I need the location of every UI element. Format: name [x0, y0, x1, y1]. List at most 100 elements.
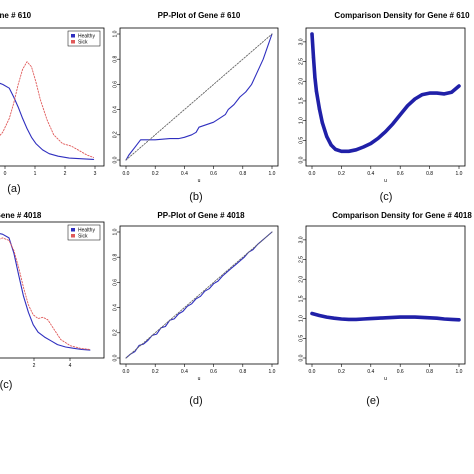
y-tick-label: 1.0	[113, 228, 119, 235]
x-tick-label: 0.2	[338, 171, 345, 177]
x-axis-label: u	[198, 376, 201, 382]
y-tick-label: 2.5	[299, 58, 305, 65]
data-point	[325, 134, 329, 138]
data-point	[314, 89, 319, 93]
plot-frame	[119, 27, 279, 167]
series-line-1	[0, 82, 95, 160]
series-line-2	[125, 33, 273, 161]
y-tick-label: 0.4	[113, 106, 119, 113]
y-tick-label: 1.5	[299, 295, 305, 302]
legend-label: Healthy	[78, 228, 95, 234]
y-tick-label: 0.0	[113, 156, 119, 163]
x-tick-label: 1.0	[456, 369, 463, 375]
x-tick-label: 3	[94, 171, 97, 177]
x-axis-label: u	[198, 178, 201, 184]
plot-frame	[305, 225, 466, 365]
panel-label: (c)	[380, 191, 393, 203]
legend-label: Sick	[78, 40, 88, 46]
panel-label: (c)	[0, 379, 12, 391]
panel-2: PP-Plot of Gene # 610 0.0 0.2 0.4 0.6 0.8 1.0 u…	[113, 11, 279, 203]
series-line-1	[125, 231, 273, 359]
x-tick-label: 0.6	[397, 369, 404, 375]
plot-area	[310, 311, 461, 322]
y-tick-label: 0.2	[113, 329, 119, 336]
legend-swatch	[71, 40, 75, 44]
x-axis-label: u	[384, 376, 387, 382]
x-tick-label: 1.0	[269, 369, 276, 375]
data-point	[311, 56, 316, 60]
plot-frame	[119, 225, 279, 365]
x-tick-label: 0.2	[152, 171, 159, 177]
plot-area	[125, 33, 273, 161]
y-tick-label: 0.0	[113, 354, 119, 361]
plot-frame	[305, 27, 466, 167]
plot-frame	[0, 221, 105, 359]
y-tick-label: 0.2	[113, 131, 119, 138]
x-tick-label: 0.0	[309, 369, 316, 375]
y-tick-label: 1.5	[299, 97, 305, 104]
panel-5: PP-Plot of Gene # 4018 0.0 0.2 0.4 0.6 0.8 1.0…	[113, 211, 279, 407]
x-tick-label: 2	[33, 363, 36, 369]
x-tick-label: 0.4	[367, 171, 374, 177]
x-tick-label: 0.6	[397, 171, 404, 177]
series-line-1	[310, 311, 461, 322]
y-tick-label: 3.0	[299, 38, 305, 45]
x-tick-label: 1.0	[456, 171, 463, 177]
panel-label: (e)	[366, 395, 379, 407]
x-axis-label: u	[384, 178, 387, 184]
chart-title: Comparison Density for Gene # 610	[334, 11, 470, 20]
x-tick-label: 0.0	[123, 171, 130, 177]
plot-area	[0, 61, 95, 160]
panel-label: (d)	[189, 395, 202, 407]
panel-label: (a)	[7, 183, 20, 195]
chart-title: Gene # 610	[0, 11, 32, 20]
plot-area	[310, 32, 461, 154]
y-tick-label: 0.0	[299, 156, 305, 163]
x-tick-label: 1	[34, 171, 37, 177]
y-tick-label: 0.8	[113, 254, 119, 261]
data-point	[317, 107, 321, 111]
y-tick-label: 2.0	[299, 276, 305, 283]
chart-title: PP-Plot of Gene # 4018	[157, 211, 245, 220]
series-line-1	[310, 32, 461, 154]
chart-title: Comparison Density for Gene # 4018	[332, 211, 472, 220]
plot-area	[125, 231, 273, 359]
legend-box	[67, 224, 101, 241]
legend-swatch	[71, 34, 75, 38]
y-tick-label: 0.6	[113, 81, 119, 88]
x-tick-label: 4	[69, 363, 72, 369]
chart-title: Gene # 4018	[0, 211, 42, 220]
panel-label: (b)	[189, 191, 202, 203]
x-tick-label: 0.8	[426, 369, 433, 375]
legend-label: Sick	[78, 234, 88, 240]
y-tick-label: 1.0	[113, 30, 119, 37]
data-point	[333, 147, 338, 151]
legend-box	[67, 30, 101, 47]
y-tick-label: 0.6	[113, 279, 119, 286]
y-tick-label: 0.5	[299, 335, 305, 342]
x-tick-label: 0.0	[123, 369, 130, 375]
y-tick-label: 2.0	[299, 78, 305, 85]
y-tick-label: 3.0	[299, 236, 305, 243]
panel-3: Comparison Density for Gene # 610 0.0 0.2 0…	[299, 11, 471, 203]
x-tick-label: 0.2	[152, 369, 159, 375]
y-tick-label: 0.4	[113, 304, 119, 311]
legend-label: Healthy	[78, 34, 95, 40]
x-tick-label: 0	[4, 171, 7, 177]
y-tick-label: 1.0	[299, 117, 305, 124]
data-point	[329, 143, 333, 147]
legend-swatch	[71, 234, 75, 238]
chart-title: PP-Plot of Gene # 610	[158, 11, 241, 20]
x-tick-label: 0.0	[309, 171, 316, 177]
data-point	[313, 75, 317, 79]
x-tick-label: 0.4	[181, 171, 188, 177]
panel-6: Comparison Density for Gene # 4018 0.0 0.2…	[299, 211, 473, 407]
plot-area	[0, 233, 91, 351]
x-tick-label: 0.6	[210, 369, 217, 375]
x-tick-label: 0.4	[181, 369, 188, 375]
data-point	[310, 32, 314, 36]
plot-frame	[0, 27, 105, 167]
